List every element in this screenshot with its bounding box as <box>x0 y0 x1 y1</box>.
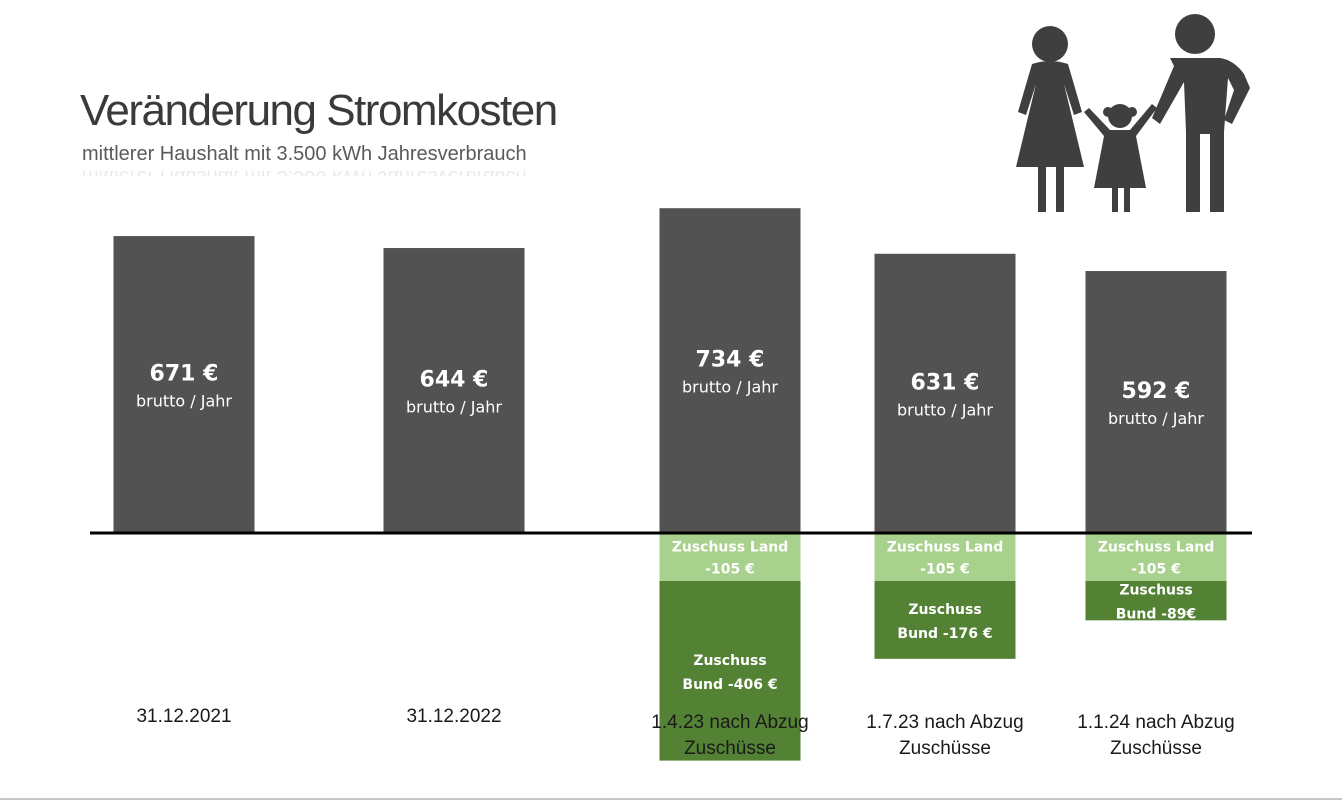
bar-value-label: 644 € <box>420 368 489 393</box>
category-label: 1.7.23 nach Abzug <box>866 712 1023 733</box>
subsidy-bund-bar <box>659 580 801 761</box>
bar <box>659 208 801 533</box>
category-label: 1.4.23 nach Abzug <box>651 712 808 733</box>
subsidy-land-label: Zuschuss Land <box>887 540 1004 556</box>
subsidy-land-label: Zuschuss Land <box>672 540 789 556</box>
bar <box>1085 271 1227 533</box>
bar-value-label: 631 € <box>911 370 980 395</box>
category-label: Zuschüsse <box>1110 738 1202 759</box>
subsidy-bund-label: Zuschuss <box>693 653 766 669</box>
bar-value-label: 671 € <box>150 362 219 387</box>
bar-unit-label: brutto / Jahr <box>1108 409 1204 428</box>
bar-value-label: 592 € <box>1122 379 1191 404</box>
chart-title: Veränderung Stromkosten <box>80 86 558 135</box>
subsidy-land-value: -105 € <box>920 562 970 578</box>
subsidy-bund-label: Zuschuss <box>1119 583 1192 599</box>
category-label: 1.1.24 nach Abzug <box>1077 712 1234 733</box>
bar <box>874 253 1016 533</box>
bar-value-label: 734 € <box>696 348 765 373</box>
subsidy-land-bar <box>874 534 1016 581</box>
bar-unit-label: brutto / Jahr <box>406 398 502 417</box>
subsidy-bund-label: Zuschuss <box>908 602 981 618</box>
bar-unit-label: brutto / Jahr <box>136 392 232 411</box>
subsidy-land-value: -105 € <box>705 562 755 578</box>
bar-unit-label: brutto / Jahr <box>897 400 993 419</box>
chart-subtitle: mittlerer Haushalt mit 3.500 kWh Jahresv… <box>82 143 527 165</box>
subsidy-land-value: -105 € <box>1131 562 1181 578</box>
category-label: Zuschüsse <box>899 738 991 759</box>
subsidy-land-label: Zuschuss Land <box>1098 540 1215 556</box>
bar-unit-label: brutto / Jahr <box>682 378 778 397</box>
footer-divider <box>0 798 1342 800</box>
family-icon <box>1016 14 1250 212</box>
subsidy-bund-value: Bund -406 € <box>682 677 777 693</box>
subsidy-bund-value: Bund -89€ <box>1116 607 1197 623</box>
subsidy-bund-bar <box>1085 580 1227 621</box>
subsidy-bund-bar <box>874 580 1016 659</box>
bar <box>383 248 525 533</box>
category-label: 31.12.2022 <box>406 706 501 727</box>
category-label: 31.12.2021 <box>136 706 231 727</box>
subsidy-land-bar <box>1085 534 1227 581</box>
subsidy-bund-value: Bund -176 € <box>897 626 992 642</box>
category-label: Zuschüsse <box>684 738 776 759</box>
bar <box>113 236 255 533</box>
subsidy-land-bar <box>659 534 801 581</box>
